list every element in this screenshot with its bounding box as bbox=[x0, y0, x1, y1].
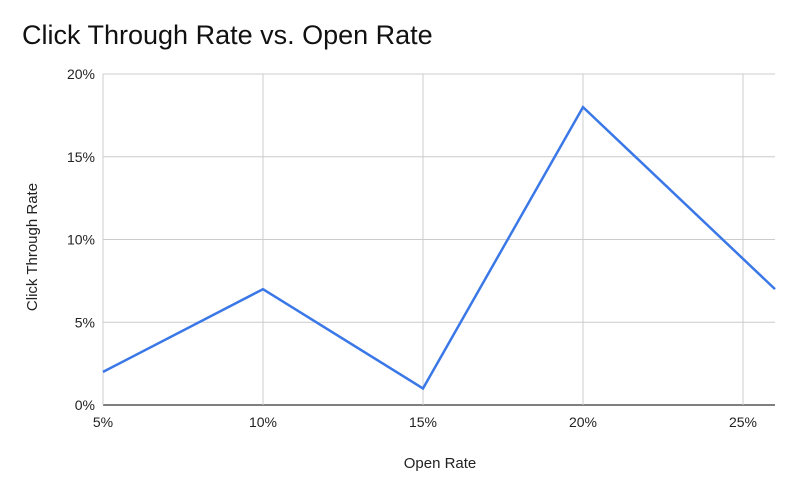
x-tick-label: 10% bbox=[249, 414, 277, 430]
y-tick-label: 5% bbox=[75, 314, 95, 330]
y-axis-label: Click Through Rate bbox=[24, 183, 41, 311]
x-axis-label: Open Rate bbox=[404, 455, 477, 472]
y-tick-label: 0% bbox=[75, 397, 95, 413]
series-line bbox=[102, 105, 776, 391]
grid-lines bbox=[102, 73, 775, 406]
x-tick-label: 5% bbox=[93, 414, 113, 430]
chart-title: Click Through Rate vs. Open Rate bbox=[22, 20, 433, 50]
y-tick-label: 20% bbox=[67, 66, 95, 82]
y-tick-label: 10% bbox=[67, 232, 95, 248]
series-lines bbox=[102, 105, 776, 391]
x-tick-label: 15% bbox=[409, 414, 437, 430]
x-tick-label: 20% bbox=[569, 414, 597, 430]
y-tick-label: 15% bbox=[67, 149, 95, 165]
x-tick-labels: 5% 10% 15% 20% 25% bbox=[93, 414, 757, 430]
x-tick-label: 25% bbox=[729, 414, 757, 430]
y-tick-labels: 0% 5% 10% 15% 20% bbox=[67, 66, 95, 413]
